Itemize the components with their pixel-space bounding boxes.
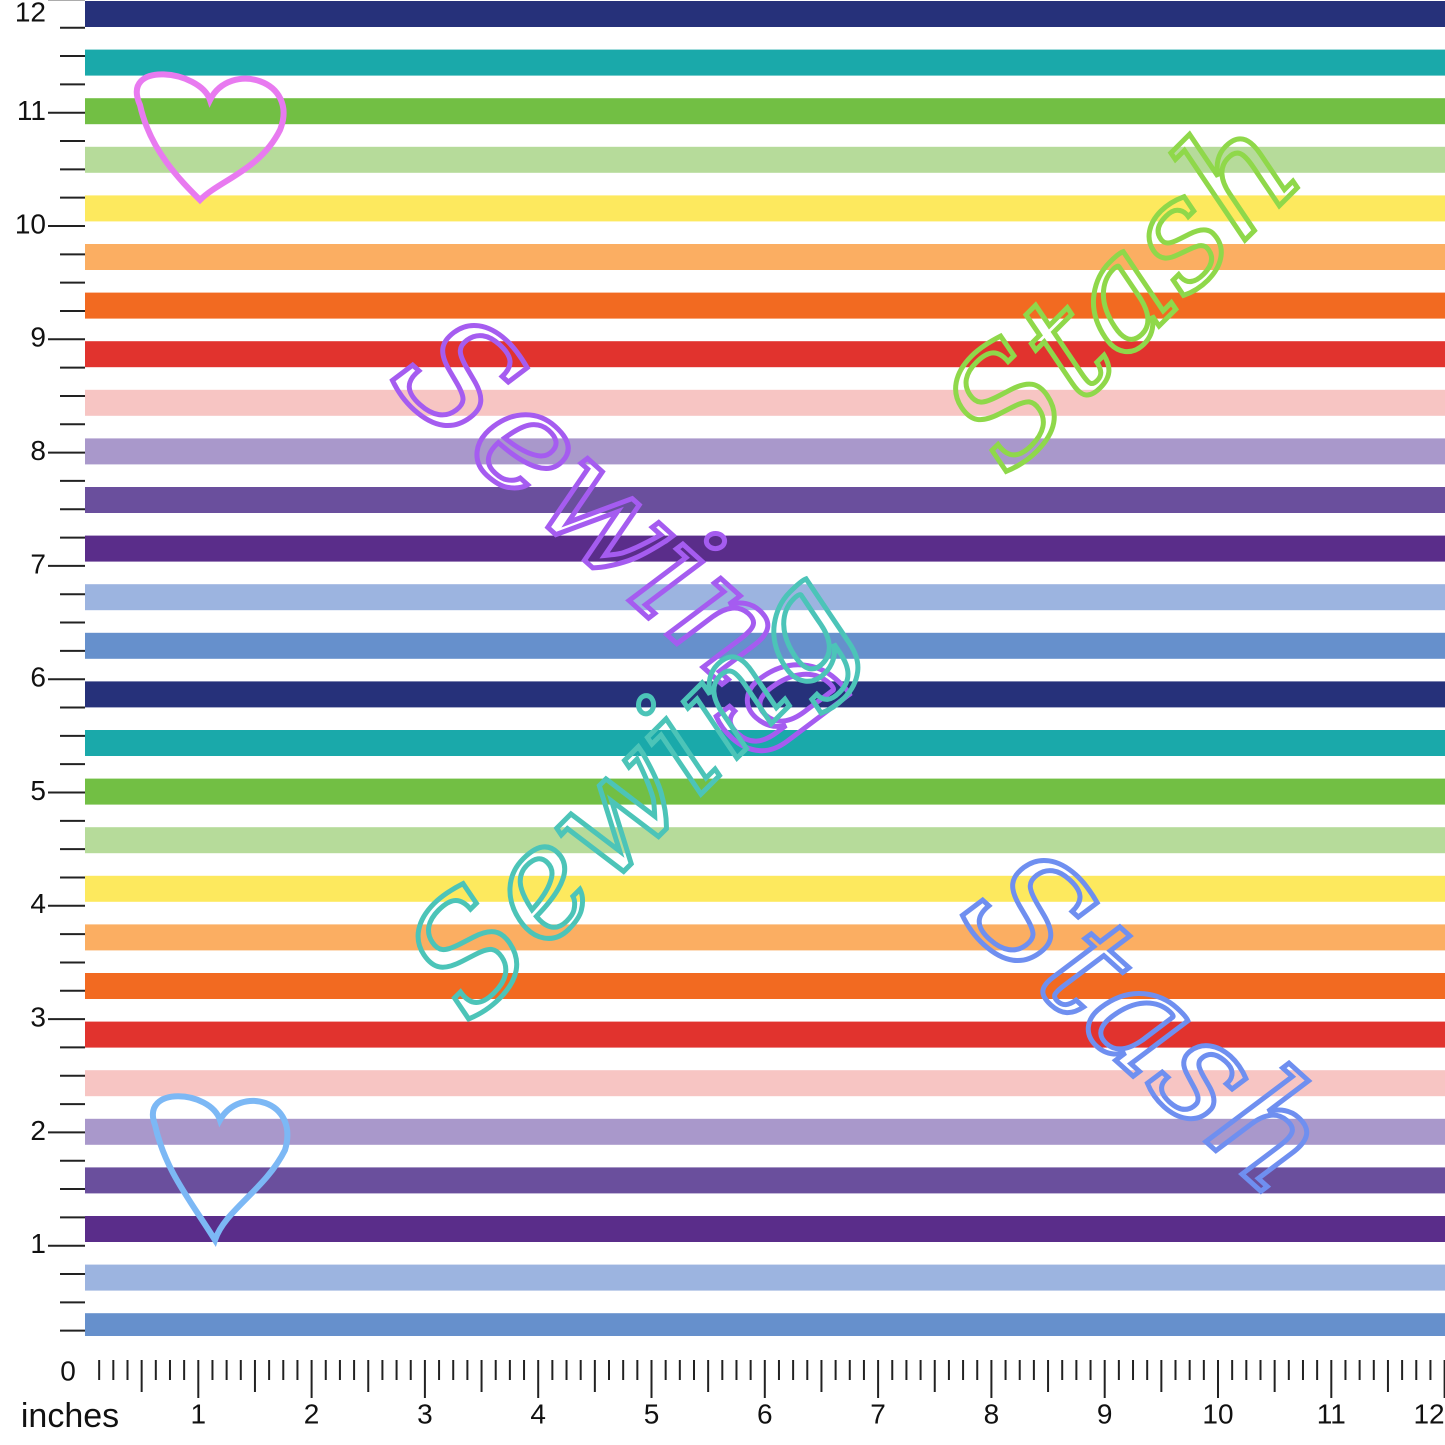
- left-label: 10: [15, 208, 46, 239]
- stripe: [85, 535, 1445, 562]
- ruler-bottom-bg: [0, 1336, 1445, 1445]
- stripe: [85, 924, 1445, 951]
- left-label: 2: [30, 1115, 46, 1146]
- stripe: [85, 195, 1445, 222]
- stripe: [85, 146, 1445, 173]
- stripe: [85, 98, 1445, 125]
- stripe: [85, 1167, 1445, 1194]
- stripe: [85, 1070, 1445, 1097]
- stripe: [85, 1021, 1445, 1048]
- bottom-label: 6: [757, 1398, 773, 1429]
- stripe: [85, 584, 1445, 611]
- stripe: [85, 49, 1445, 76]
- heart: [149, 1093, 291, 1247]
- stripe: [85, 389, 1445, 416]
- stripe: [85, 875, 1445, 902]
- stripe: [85, 487, 1445, 513]
- left-label: 11: [17, 95, 46, 126]
- bottom-label: 0: [60, 1355, 76, 1386]
- left-label: 7: [30, 548, 46, 579]
- bottom-label: 10: [1202, 1398, 1233, 1429]
- bottom-label: 4: [530, 1398, 546, 1429]
- stripe: [85, 341, 1445, 368]
- stripe: [85, 973, 1445, 999]
- heart: [134, 71, 287, 205]
- bottom-label: 9: [1097, 1398, 1113, 1429]
- stripe: [85, 438, 1445, 465]
- bottom-label: 3: [417, 1398, 433, 1429]
- left-label: 8: [30, 435, 46, 466]
- stripe: [85, 681, 1445, 708]
- stripe: [85, 1, 1445, 27]
- stripe: [85, 1216, 1445, 1242]
- bottom-label: 12: [1413, 1398, 1444, 1429]
- left-label: 3: [30, 1001, 46, 1032]
- bottom-label: 7: [870, 1398, 886, 1429]
- left-label: 4: [30, 888, 46, 919]
- stripe: [85, 827, 1445, 854]
- bottom-label: 2: [304, 1398, 320, 1429]
- ruler-left-bg: [0, 0, 85, 1445]
- stripe: [85, 1118, 1445, 1145]
- left-label: 5: [30, 775, 46, 806]
- bottom-label: 11: [1317, 1398, 1346, 1429]
- bottom-label: 1: [191, 1398, 207, 1429]
- bottom-label: 8: [984, 1398, 1000, 1429]
- stripe: [85, 1313, 1445, 1340]
- stripe: [85, 778, 1445, 805]
- stripe: [85, 1264, 1445, 1291]
- stripe: [85, 292, 1445, 319]
- left-label: 6: [30, 662, 46, 693]
- left-label: 12: [15, 0, 46, 27]
- stripe: [85, 632, 1445, 659]
- stripes: [85, 1, 1445, 1340]
- bottom-label: 5: [644, 1398, 660, 1429]
- stripe: [85, 730, 1445, 756]
- left-label: 1: [30, 1228, 46, 1259]
- unit-label: inches: [21, 1397, 119, 1435]
- stripe: [85, 244, 1445, 270]
- left-label: 9: [30, 322, 46, 353]
